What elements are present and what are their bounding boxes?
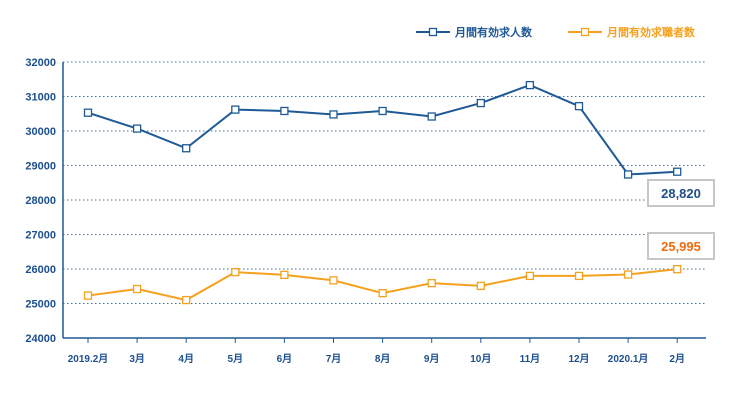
data-point — [132, 124, 142, 133]
data-point — [83, 108, 93, 117]
data-point — [329, 276, 338, 285]
x-tick-label: 11月 — [520, 353, 541, 365]
data-point — [525, 80, 535, 90]
x-tick-label: 12月 — [568, 353, 589, 365]
x-tick-label: 3月 — [129, 353, 145, 365]
y-tick-label: 32000 — [25, 57, 56, 69]
value-callout-label: 25,995 — [661, 239, 701, 254]
data-point — [623, 270, 633, 279]
x-tick-label: 7月 — [326, 353, 342, 365]
value-callout-label: 28,820 — [661, 186, 701, 201]
y-tick-label: 29000 — [25, 161, 56, 173]
value-callout-box — [647, 179, 715, 207]
data-point — [378, 106, 387, 116]
data-point — [574, 102, 584, 111]
x-tick-label: 5月 — [228, 353, 244, 365]
data-point — [623, 170, 633, 179]
y-tick-label: 31000 — [25, 92, 56, 104]
data-point — [83, 291, 93, 300]
x-tick-label: 6月 — [277, 353, 293, 365]
data-point — [476, 281, 485, 291]
data-point — [427, 278, 436, 288]
data-point — [574, 271, 584, 281]
y-tick-label: 26000 — [25, 264, 56, 276]
data-point — [182, 295, 191, 305]
data-point — [280, 106, 289, 116]
legend-label: 月間有効求人数 — [454, 25, 533, 39]
y-tick-label: 25000 — [25, 299, 56, 311]
data-point — [673, 265, 682, 274]
data-point — [280, 270, 289, 280]
y-tick-label: 27000 — [25, 230, 56, 242]
data-point — [673, 167, 682, 176]
data-point — [329, 110, 338, 119]
y-tick-label: 28000 — [25, 195, 56, 207]
series-line — [87, 84, 678, 176]
data-point — [231, 105, 240, 114]
data-point — [378, 288, 387, 298]
value-callout-box — [647, 232, 715, 260]
y-tick-label: 30000 — [25, 126, 56, 138]
x-tick-label: 2月 — [669, 353, 685, 365]
data-point — [132, 284, 142, 294]
x-tick-label: 10月 — [470, 353, 491, 365]
legend-label: 月間有効求職者数 — [606, 25, 696, 39]
data-point — [427, 112, 436, 121]
x-tick-label: 2020.1月 — [608, 353, 649, 365]
data-point — [182, 144, 191, 153]
x-tick-label: 2019.2月 — [68, 353, 109, 365]
data-point — [476, 98, 485, 108]
x-tick-label: 9月 — [424, 353, 440, 365]
data-point — [231, 267, 240, 277]
x-tick-label: 4月 — [178, 353, 194, 365]
legend-marker — [580, 27, 590, 37]
y-tick-label: 24000 — [25, 333, 56, 345]
x-tick-label: 8月 — [375, 353, 391, 365]
data-point — [525, 271, 535, 281]
legend-marker — [428, 27, 438, 37]
